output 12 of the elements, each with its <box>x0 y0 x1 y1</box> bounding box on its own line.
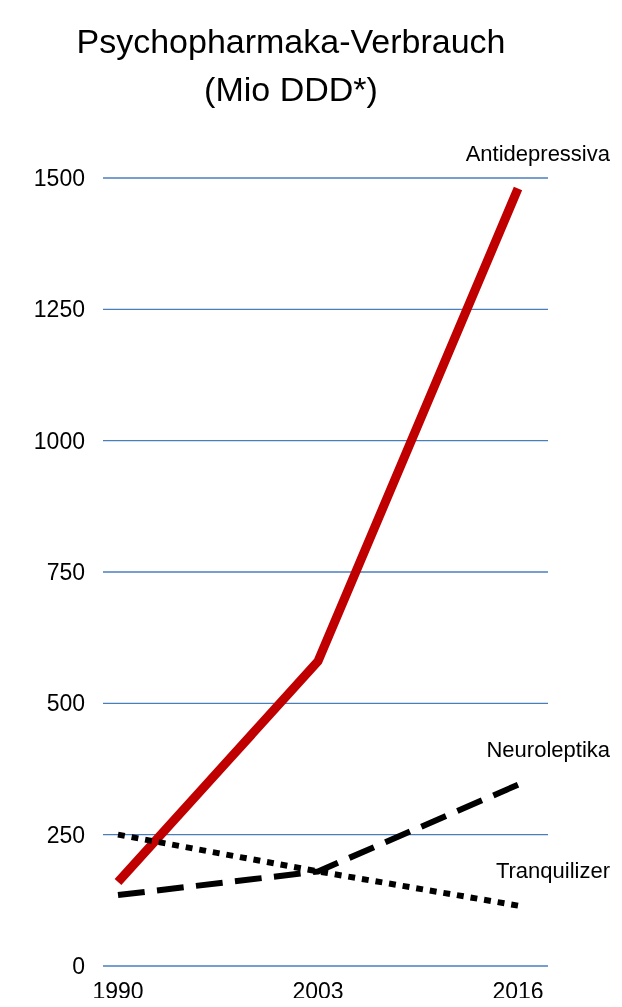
series-label: Antidepressiva <box>465 140 611 166</box>
y-tick-label: 1250 <box>33 296 85 323</box>
y-tick-label: 250 <box>46 821 85 848</box>
y-tick-label: 1500 <box>33 165 85 191</box>
y-tick-label: 750 <box>46 559 85 585</box>
y-tick-label: 1000 <box>33 427 85 454</box>
y-tick-label: 0 <box>72 953 85 979</box>
series-label: Tranquilizer <box>495 857 610 883</box>
series-label: Neuroleptika <box>486 736 611 762</box>
chart-title: Psychopharmaka-Verbrauch <box>76 22 506 60</box>
y-tick-label: 500 <box>46 690 85 717</box>
chart-subtitle: (Mio DDD*) <box>204 70 378 108</box>
